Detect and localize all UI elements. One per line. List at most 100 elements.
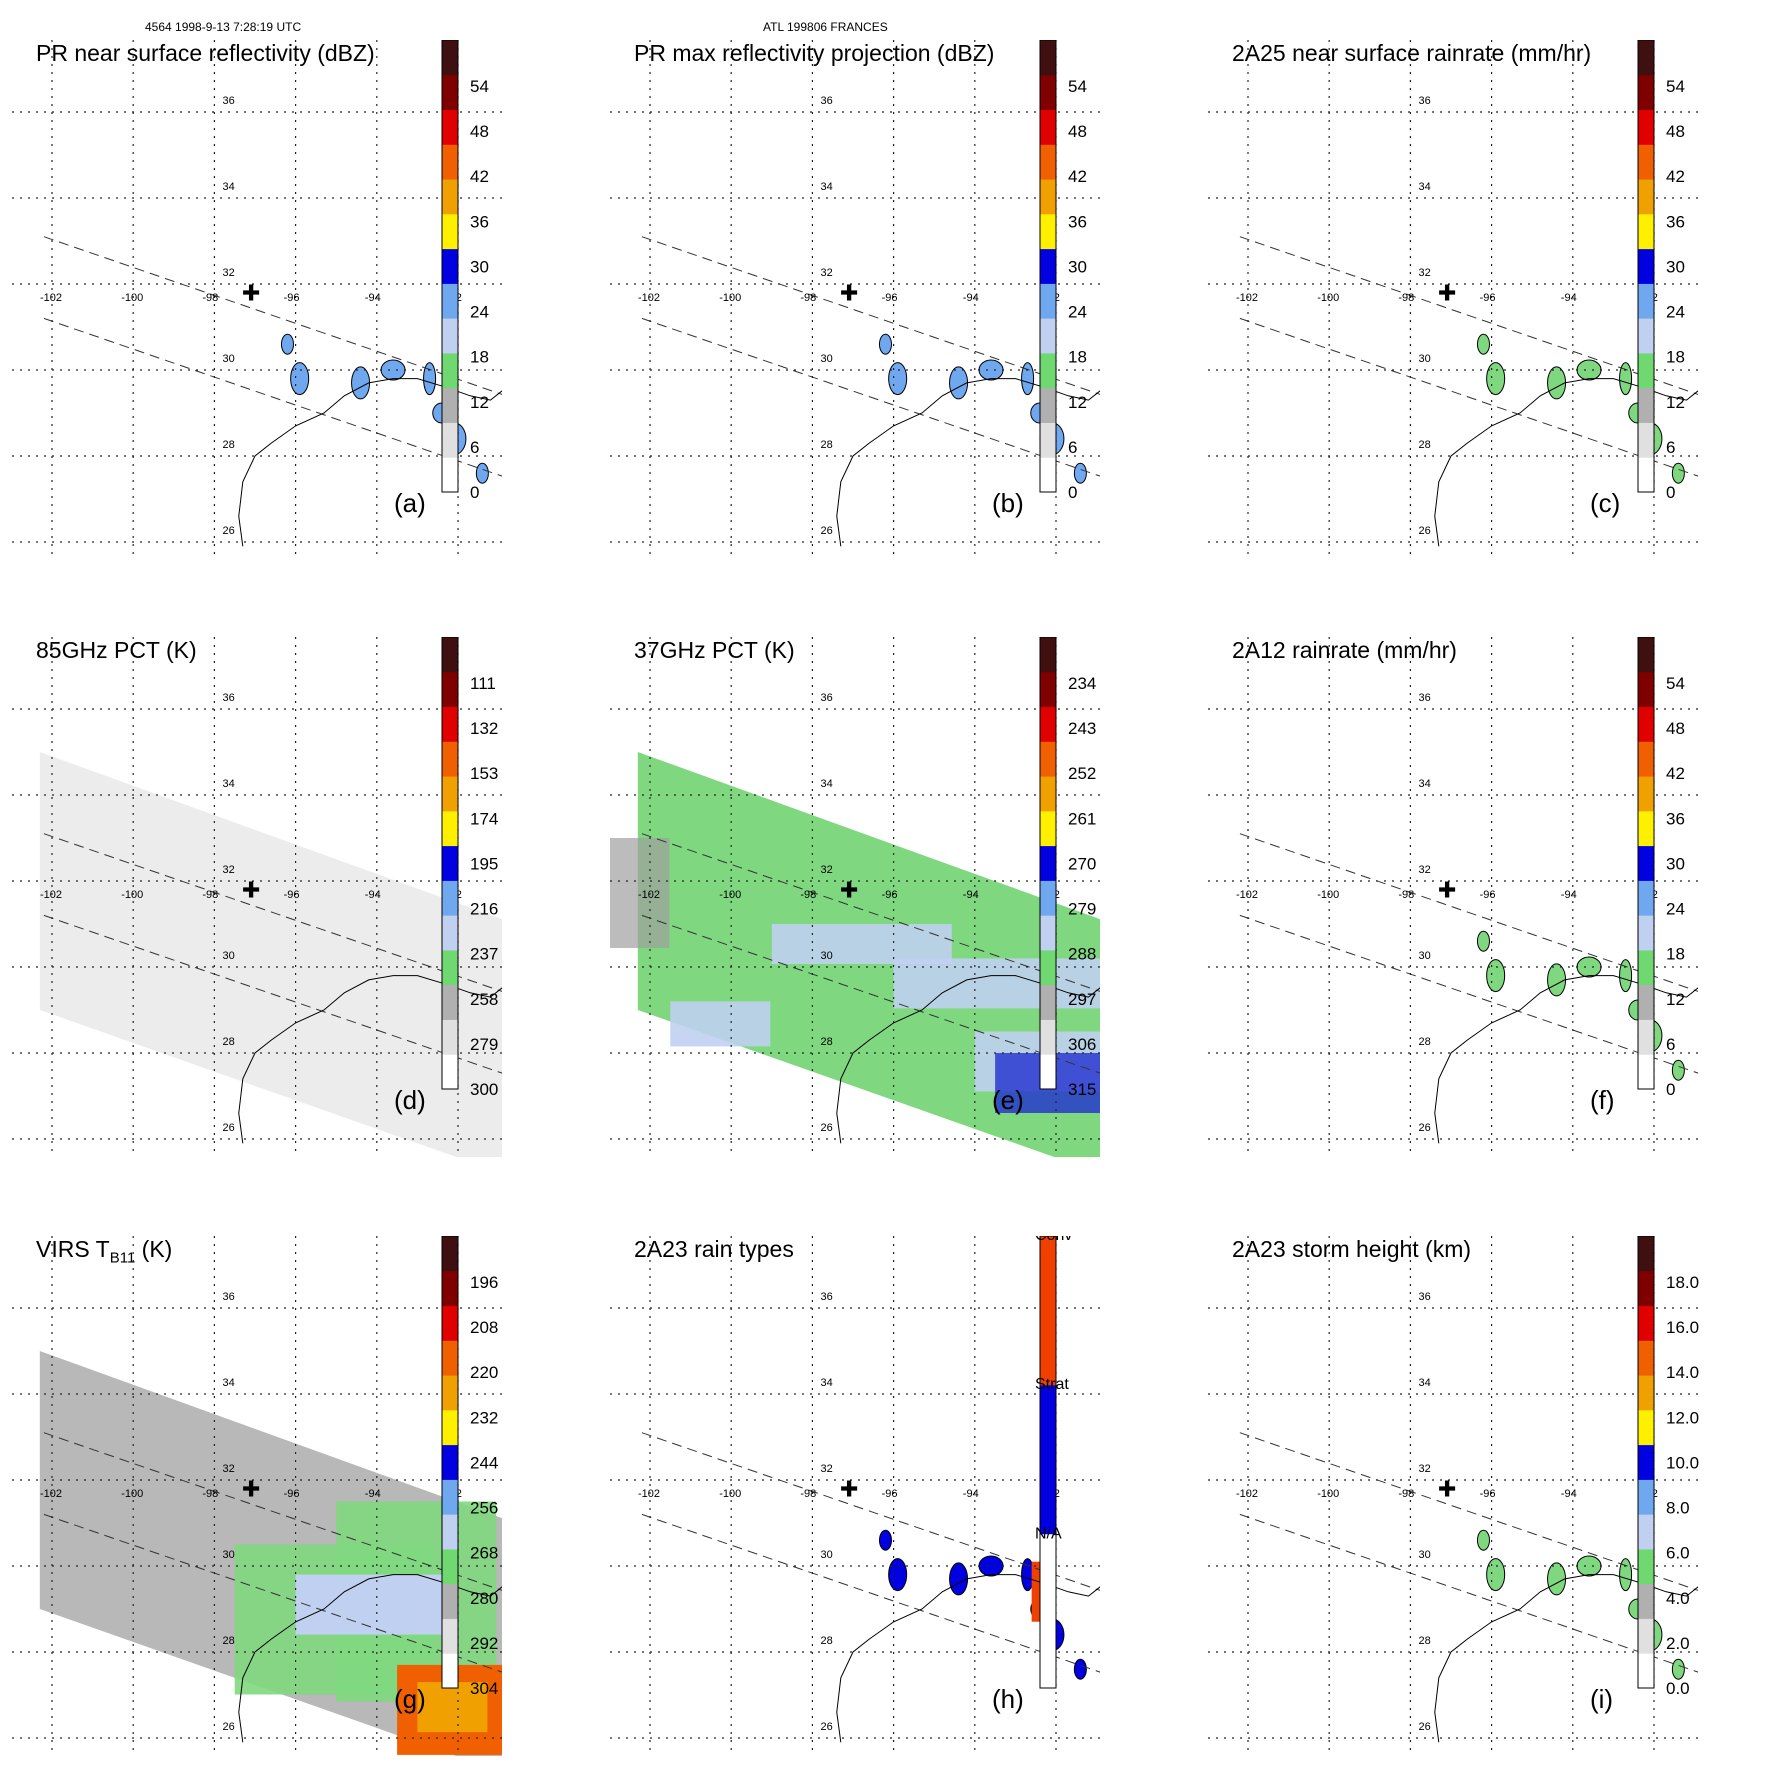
map-f: 363432302826-102-100-98-96-94-92✚5448423… — [1208, 636, 1698, 1157]
colorbar-tick: 0 — [1666, 483, 1675, 502]
echo — [1671, 1059, 1685, 1081]
colorbar-tick: N/A — [1035, 1525, 1062, 1542]
echo — [1576, 1555, 1602, 1577]
colorbar-tick: 2.0 — [1666, 1634, 1690, 1653]
colorbar-tick: 216 — [470, 900, 498, 919]
lat-tick-label: 26 — [821, 1721, 833, 1733]
panel-label: (c) — [1590, 488, 1621, 518]
echo — [1021, 362, 1035, 396]
colorbar: Conv Strat N/A — [1035, 1227, 1072, 1689]
lat-tick-label: 36 — [1419, 1291, 1431, 1303]
lat-tick-label: 30 — [1419, 353, 1431, 365]
lon-tick-label: -98 — [202, 889, 218, 901]
colorbar-tick: 24 — [470, 303, 489, 322]
colorbar-tick: 54 — [1068, 77, 1087, 96]
lat-tick-label: 28 — [1419, 1635, 1431, 1647]
lon-tick-label: -102 — [40, 1488, 62, 1500]
panel-a: 363432302826-102-100-98-96-94-92✚5448423… — [12, 39, 572, 570]
echo — [949, 366, 969, 400]
colorbar: 54 48 42 36 30 24 18 12 6 0 — [1637, 636, 1685, 1099]
lat-tick-label: 36 — [821, 95, 833, 107]
colorbar-tick: 315 — [1068, 1080, 1096, 1099]
lat-tick-label: 28 — [223, 439, 235, 451]
lon-tick-label: -100 — [719, 889, 741, 901]
colorbar-tick: 288 — [1068, 945, 1096, 964]
colorbar-tick: 132 — [470, 719, 498, 738]
colorbar-tick: 36 — [1068, 212, 1087, 231]
panel-h: 363432302826-102-100-98-96-94-92✚ConvStr… — [610, 1227, 1170, 1766]
lon-tick-label: -98 — [202, 292, 218, 304]
map-h: 363432302826-102-100-98-96-94-92✚ConvStr… — [610, 1227, 1100, 1756]
swath-fill — [39, 752, 502, 1157]
storm-center-marker: ✚ — [242, 1477, 260, 1502]
lat-tick-label: 26 — [223, 1721, 235, 1733]
panel-label: (e) — [992, 1085, 1024, 1115]
colorbar-tick: 279 — [1068, 900, 1096, 919]
colorbar-tick: 279 — [470, 1035, 498, 1054]
map-d: 363432302826-102-100-98-96-94-92✚1111321… — [12, 636, 502, 1157]
storm-center-marker: ✚ — [242, 878, 260, 903]
lat-tick-label: 34 — [223, 1377, 235, 1389]
lon-tick-label: -94 — [963, 889, 979, 901]
echo — [1619, 362, 1633, 396]
lon-tick-label: -96 — [284, 292, 300, 304]
colorbar-tick: 8.0 — [1666, 1499, 1690, 1518]
lat-tick-label: 34 — [821, 778, 833, 790]
colorbar-tick: 195 — [470, 854, 498, 873]
lon-tick-label: -98 — [1398, 889, 1414, 901]
echo — [888, 362, 908, 396]
lat-tick-label: 26 — [1419, 1122, 1431, 1134]
orbit-info: 4564 1998-9-13 7:28:19 UTC — [145, 20, 302, 34]
lat-tick-label: 28 — [223, 1635, 235, 1647]
lat-tick-label: 36 — [821, 1291, 833, 1303]
colorbar-tick: 306 — [1068, 1035, 1096, 1054]
lat-tick-label: 32 — [821, 267, 833, 279]
colorbar-tick: 30 — [1666, 257, 1685, 276]
colorbar-tick: 234 — [1068, 674, 1096, 693]
lat-tick-label: 30 — [223, 950, 235, 962]
lon-tick-label: -98 — [1398, 292, 1414, 304]
lat-tick-label: 34 — [223, 778, 235, 790]
lat-tick-label: 36 — [1419, 692, 1431, 704]
lat-tick-label: 28 — [821, 1036, 833, 1048]
coastline — [836, 1574, 1100, 1743]
panel-i: 363432302826-102-100-98-96-94-92✚18.016.… — [1208, 1235, 1768, 1766]
lon-tick-label: -94 — [365, 292, 381, 304]
lat-tick-label: 32 — [821, 1463, 833, 1475]
lat-tick-label: 26 — [1419, 1721, 1431, 1733]
lon-tick-label: -102 — [638, 1488, 660, 1500]
echo — [1547, 366, 1567, 400]
colorbar-tick: 54 — [470, 77, 489, 96]
map-c: 363432302826-102-100-98-96-94-92✚5448423… — [1208, 39, 1698, 560]
colorbar-tick: 36 — [1666, 212, 1685, 231]
colorbar-tick: 12 — [470, 393, 489, 412]
colorbar: 54 48 42 36 30 24 18 12 6 0 — [441, 39, 489, 502]
lon-tick-label: -102 — [40, 292, 62, 304]
lon-tick-label: -96 — [284, 889, 300, 901]
lat-tick-label: 32 — [821, 864, 833, 876]
lat-tick-label: 34 — [821, 1377, 833, 1389]
lat-tick-label: 32 — [223, 267, 235, 279]
lon-tick-label: -94 — [365, 889, 381, 901]
storm-center-marker: ✚ — [242, 281, 260, 306]
storm-center-marker: ✚ — [840, 281, 858, 306]
colorbar-tick: 196 — [470, 1273, 498, 1292]
colorbar-tick: 232 — [470, 1408, 498, 1427]
lon-tick-label: -102 — [40, 889, 62, 901]
echo — [1486, 959, 1506, 993]
lat-tick-label: 34 — [1419, 181, 1431, 193]
echo — [280, 333, 294, 355]
lat-tick-label: 30 — [1419, 950, 1431, 962]
colorbar-tick: 30 — [470, 257, 489, 276]
storm-info: ATL 199806 FRANCES — [763, 20, 888, 34]
panel-label: (g) — [394, 1684, 426, 1714]
colorbar-tick: 48 — [1666, 719, 1685, 738]
colorbar-tick: 258 — [470, 990, 498, 1009]
lon-tick-label: -100 — [1317, 292, 1339, 304]
echo — [475, 462, 489, 484]
colorbar-tick: 111 — [470, 674, 496, 693]
colorbar-tick: 12.0 — [1666, 1408, 1699, 1427]
storm-center-marker: ✚ — [840, 1477, 858, 1502]
lat-tick-label: 26 — [821, 1122, 833, 1134]
colorbar-tick: 304 — [470, 1679, 498, 1698]
